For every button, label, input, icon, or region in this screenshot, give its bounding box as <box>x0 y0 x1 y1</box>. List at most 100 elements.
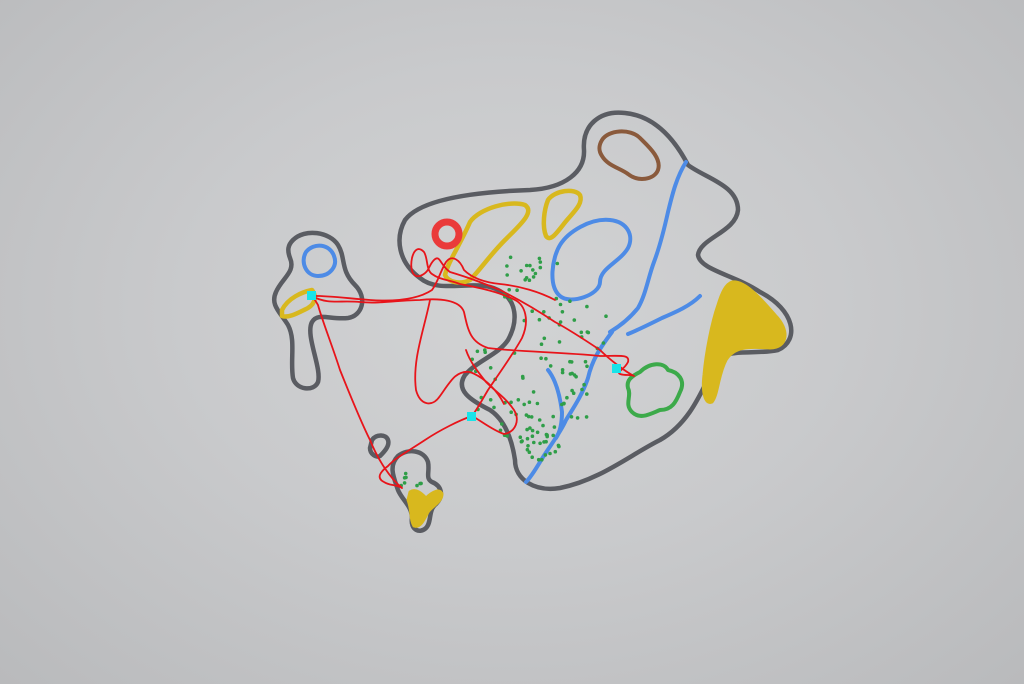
forest-dot <box>585 392 589 396</box>
forest-dot <box>555 261 560 266</box>
forest-dot <box>509 400 513 405</box>
forest-dot <box>498 428 503 433</box>
waypoint-center[interactable] <box>467 412 476 421</box>
sand-area-west-islet <box>279 287 317 319</box>
forest-dot <box>571 391 576 396</box>
forest-dot <box>521 376 525 380</box>
forest-dot <box>551 433 555 438</box>
forest-dot <box>537 418 542 422</box>
forest-dot <box>530 455 534 460</box>
forest-dot <box>483 348 487 352</box>
forest-dot <box>539 342 544 347</box>
forest-dot <box>531 390 536 394</box>
forest-dot <box>556 443 561 448</box>
forest-dot <box>531 268 535 272</box>
forest-dot <box>604 314 608 319</box>
forest-dot <box>531 275 536 279</box>
forest-dot <box>475 349 480 354</box>
forest-dot <box>518 435 523 440</box>
forest-dot <box>545 433 549 437</box>
forest-dot <box>580 387 584 392</box>
forest-dot <box>402 481 407 485</box>
forest-dot <box>539 356 543 361</box>
forest-dot <box>527 450 532 455</box>
forest-dot <box>535 430 540 435</box>
river-central <box>524 330 614 484</box>
river-tributary <box>546 368 564 440</box>
forest-dot <box>525 427 529 432</box>
forest-dot <box>525 447 530 452</box>
rock-coastline <box>367 433 391 459</box>
forest-dot <box>585 304 589 309</box>
forest-dot <box>569 360 574 364</box>
forest-dot <box>488 398 493 402</box>
forest-dot <box>560 368 565 372</box>
sand-area-south-islet <box>406 489 444 528</box>
forest-dot <box>537 317 542 322</box>
forest-dot <box>523 278 527 282</box>
forest-dot <box>557 340 562 344</box>
forest-dot <box>569 415 574 419</box>
forest-dot <box>575 416 580 420</box>
forest-dot <box>524 263 529 268</box>
landmark-ring[interactable] <box>431 218 463 250</box>
forest-dot <box>553 449 558 454</box>
forest-dot <box>526 444 530 448</box>
forest-dot <box>419 481 423 486</box>
forest-dot <box>525 436 530 441</box>
forest-dot <box>585 330 590 334</box>
forest-dot <box>507 288 512 292</box>
forest-dot <box>544 356 548 361</box>
hill-contour <box>597 129 661 181</box>
forest-dot <box>558 320 563 324</box>
forest-dot <box>572 318 577 322</box>
forest-dot <box>548 364 553 368</box>
forest-dot <box>404 475 408 480</box>
sand-area-east[interactable] <box>701 280 787 404</box>
forest-dot <box>530 309 534 314</box>
forest-dot <box>532 440 536 445</box>
forest-dot <box>528 263 532 268</box>
waypoint-east[interactable] <box>612 364 621 373</box>
forest-dot <box>542 440 546 444</box>
forest-dot <box>415 483 419 488</box>
forest-dot <box>582 382 586 387</box>
forest-dot <box>500 422 504 426</box>
grassy-patch <box>625 362 685 418</box>
forest-dot <box>505 273 510 277</box>
forest-dot <box>568 299 572 304</box>
forest-dot <box>541 423 545 428</box>
forest-dot <box>565 395 569 400</box>
forest-dot <box>530 434 535 439</box>
forest-dot <box>528 426 532 430</box>
forest-dot <box>560 370 565 375</box>
forest-dot <box>508 255 513 260</box>
forest-dot <box>519 269 523 273</box>
forest-dot <box>543 453 548 457</box>
forest-dot <box>509 410 513 415</box>
forest-dot <box>492 405 496 410</box>
forest-dot <box>542 336 547 341</box>
forest-dot <box>585 364 589 369</box>
forest-dot <box>527 278 532 283</box>
forest-dot <box>535 401 540 406</box>
west-islet-coastline <box>271 230 365 391</box>
forest-dot <box>527 400 532 405</box>
forest-dots <box>399 255 608 488</box>
forest-dot <box>538 260 543 264</box>
forest-dot <box>403 471 408 476</box>
forest-dot <box>551 414 555 419</box>
forest-dot <box>574 374 578 379</box>
route-loop <box>414 299 505 405</box>
forest-dot <box>570 388 574 393</box>
forest-dot <box>536 457 541 462</box>
river-east <box>608 160 688 334</box>
forest-dot <box>558 302 563 307</box>
forest-dot <box>533 271 538 276</box>
waypoint-west[interactable] <box>307 291 316 300</box>
lake-main <box>550 217 633 302</box>
forest-dot <box>537 256 542 261</box>
lake-west-islet <box>301 243 337 278</box>
